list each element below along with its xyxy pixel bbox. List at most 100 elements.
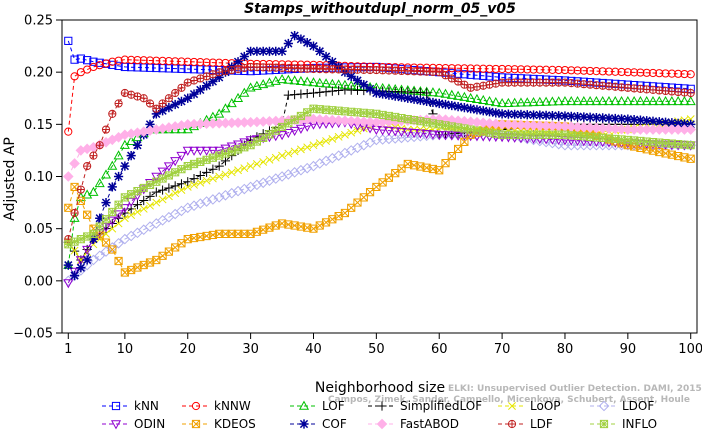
data-point-cof xyxy=(660,117,671,127)
legend-marker-cof xyxy=(299,419,309,429)
legend-marker-knn xyxy=(111,401,121,411)
data-point-knn xyxy=(114,61,123,71)
data-point-lof xyxy=(597,95,608,106)
data-point-lof xyxy=(610,95,621,106)
data-point-lof xyxy=(660,95,671,106)
data-point-knnw xyxy=(152,56,161,65)
data-point-inflo xyxy=(196,157,205,166)
legend-marker-ldof xyxy=(598,400,610,412)
data-point-cof xyxy=(157,106,168,116)
data-point-lof xyxy=(635,95,646,106)
data-point-ldof xyxy=(251,179,263,191)
data-point-inflo xyxy=(120,193,129,202)
data-point-loop xyxy=(265,155,274,164)
data-point-cof xyxy=(491,108,501,118)
data-point-lof xyxy=(270,75,281,85)
data-point-odin xyxy=(245,136,256,146)
data-point-cof xyxy=(535,110,545,120)
data-point-cof xyxy=(572,112,583,122)
data-point-cof xyxy=(246,46,256,56)
data-point-cof xyxy=(296,34,306,44)
data-point-knnw xyxy=(667,69,676,78)
data-point-knnw xyxy=(617,67,626,77)
data-point-ldof xyxy=(352,142,363,154)
data-point-lof xyxy=(308,77,319,87)
data-point-inflo xyxy=(101,215,111,224)
legend-marker-kdeos xyxy=(191,419,201,429)
data-point-cof xyxy=(365,84,375,94)
legend-marker-loop xyxy=(508,402,516,410)
data-point-cof xyxy=(390,91,400,101)
data-point-loop xyxy=(120,214,129,223)
data-point-knnw xyxy=(630,68,639,77)
data-point-knnw xyxy=(208,58,217,67)
data-point-cof xyxy=(359,80,369,90)
data-point-ldf xyxy=(152,104,161,113)
data-point-ldof xyxy=(534,135,546,147)
data-point-inflo xyxy=(158,174,167,183)
x-tick-label: 30 xyxy=(242,342,259,357)
data-point-loop xyxy=(177,186,186,195)
data-point-inflo xyxy=(152,177,161,186)
data-point-cof xyxy=(145,119,155,129)
data-point-cof xyxy=(585,112,595,122)
data-point-knnw xyxy=(70,72,79,81)
data-point-odin xyxy=(239,138,250,148)
data-point-cof xyxy=(308,41,319,51)
data-point-knnw xyxy=(485,64,494,73)
data-point-cof xyxy=(648,116,658,126)
x-tick-label: 1 xyxy=(64,342,72,357)
data-point-inflo xyxy=(221,149,230,158)
data-point-lof xyxy=(220,103,231,113)
data-point-inflo xyxy=(215,151,224,160)
data-point-lof xyxy=(509,97,520,107)
data-point-inflo xyxy=(133,187,142,196)
data-point-inflo xyxy=(189,159,199,169)
data-point-knnw xyxy=(196,58,205,67)
data-point-loop xyxy=(271,153,280,162)
data-point-lof xyxy=(528,96,539,107)
data-point-ldf xyxy=(435,68,444,77)
data-point-loop xyxy=(259,157,268,166)
data-point-lof xyxy=(82,189,93,199)
legend: kNN kNNW LOF SimplifiedLOF LoOP LDOF ODIN KDEOS… xyxy=(102,399,657,431)
data-point-ldof xyxy=(201,196,212,207)
data-point-inflo xyxy=(108,207,117,217)
data-point-loop xyxy=(315,139,324,148)
data-point-lof xyxy=(453,90,464,100)
data-point-odin xyxy=(63,279,74,289)
data-point-knnw xyxy=(120,55,129,64)
data-point-lof xyxy=(69,212,80,222)
data-point-knnw xyxy=(504,65,513,74)
data-point-cof xyxy=(95,213,105,223)
x-tick-label: 10 xyxy=(117,342,134,357)
data-point-cof xyxy=(195,85,205,95)
data-point-loop xyxy=(215,172,224,181)
data-point-inflo xyxy=(686,141,695,150)
data-point-kdeos xyxy=(441,159,450,168)
data-point-knnw xyxy=(189,57,199,67)
data-point-knnw xyxy=(472,64,482,73)
data-point-loop xyxy=(303,143,312,152)
data-point-simplifiedlof xyxy=(308,88,319,98)
data-point-ldof xyxy=(113,237,124,249)
legend-label-knnw: kNNW xyxy=(214,399,251,413)
data-point-loop xyxy=(328,134,337,143)
data-point-odin xyxy=(170,157,181,167)
data-point-loop xyxy=(196,178,205,187)
data-point-odin xyxy=(182,146,193,156)
data-point-cof xyxy=(101,197,111,208)
data-point-ldf xyxy=(177,83,186,92)
x-tick-label: 90 xyxy=(620,342,637,357)
data-point-lof xyxy=(679,95,690,106)
data-point-lof xyxy=(88,186,99,196)
data-point-knnw xyxy=(548,65,557,74)
data-point-odin xyxy=(277,131,288,141)
x-tick-label: 20 xyxy=(179,342,196,357)
data-point-knnw xyxy=(592,67,601,76)
data-point-knnw xyxy=(611,67,620,76)
data-point-cof xyxy=(208,76,218,87)
data-point-simplifiedlof xyxy=(302,88,312,99)
data-point-inflo xyxy=(277,122,287,132)
